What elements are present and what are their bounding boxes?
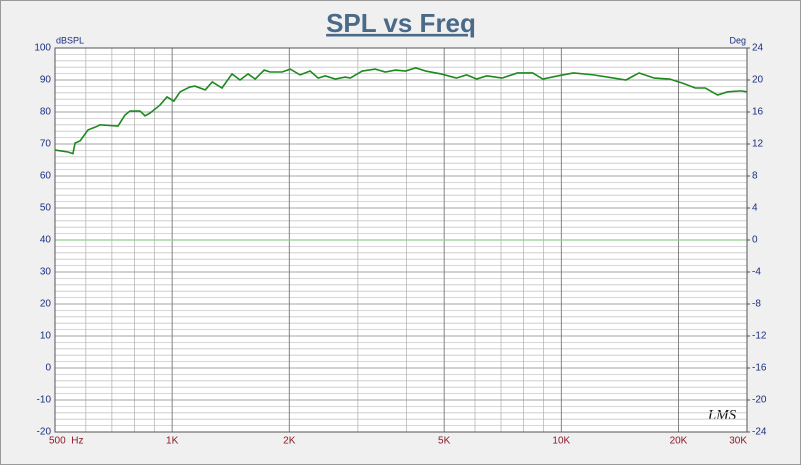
x-tick-label: 2K bbox=[283, 436, 296, 447]
y2-tick-label: -20 bbox=[752, 395, 767, 406]
y2-tick-label: -12 bbox=[752, 331, 767, 342]
y2-tick-label: -4 bbox=[752, 267, 761, 278]
y-axis-title: dBSPL bbox=[56, 35, 84, 45]
y2-tick-label: 12 bbox=[752, 139, 764, 150]
plot-border bbox=[54, 47, 748, 433]
y-tick-label: -20 bbox=[37, 427, 52, 438]
y-tick-label: 50 bbox=[40, 203, 52, 214]
x-tick-label: 10K bbox=[552, 436, 570, 447]
x-tick-label: 5K bbox=[438, 436, 451, 447]
x-tick-label: 1K bbox=[166, 436, 179, 447]
y-tick-label: 30 bbox=[40, 267, 52, 278]
x-tick-label: 20K bbox=[670, 436, 688, 447]
y-tick-label: -10 bbox=[37, 395, 52, 406]
y2-tick-label: 4 bbox=[752, 203, 758, 214]
y2-tick-label: -24 bbox=[752, 427, 767, 438]
y-tick-label: 10 bbox=[40, 331, 52, 342]
watermark: LMS bbox=[707, 407, 737, 423]
chart-title: SPL vs Freq bbox=[326, 8, 476, 38]
y2-tick-label: -8 bbox=[752, 299, 761, 310]
y2-axis-title: Deg bbox=[729, 35, 746, 45]
y2-tick-label: 20 bbox=[752, 75, 764, 86]
x-tick-label: 500 Hz bbox=[49, 436, 83, 447]
y2-tick-label: 0 bbox=[752, 235, 758, 246]
y2-tick-label: 16 bbox=[752, 107, 764, 118]
spl-line bbox=[54, 67, 748, 155]
y-tick-label: 60 bbox=[40, 171, 52, 182]
y2-tick-label: 24 bbox=[752, 43, 764, 54]
y-tick-label: 100 bbox=[34, 43, 51, 54]
x-tick-label: 30K bbox=[729, 436, 747, 447]
y-tick-label: 40 bbox=[40, 235, 52, 246]
y2-tick-label: -16 bbox=[752, 363, 767, 374]
y-tick-label: 90 bbox=[40, 75, 52, 86]
y-tick-label: 0 bbox=[45, 363, 51, 374]
y-tick-label: 80 bbox=[40, 107, 52, 118]
y-tick-label: 20 bbox=[40, 299, 52, 310]
y2-tick-label: 8 bbox=[752, 171, 758, 182]
y-tick-label: 70 bbox=[40, 139, 52, 150]
